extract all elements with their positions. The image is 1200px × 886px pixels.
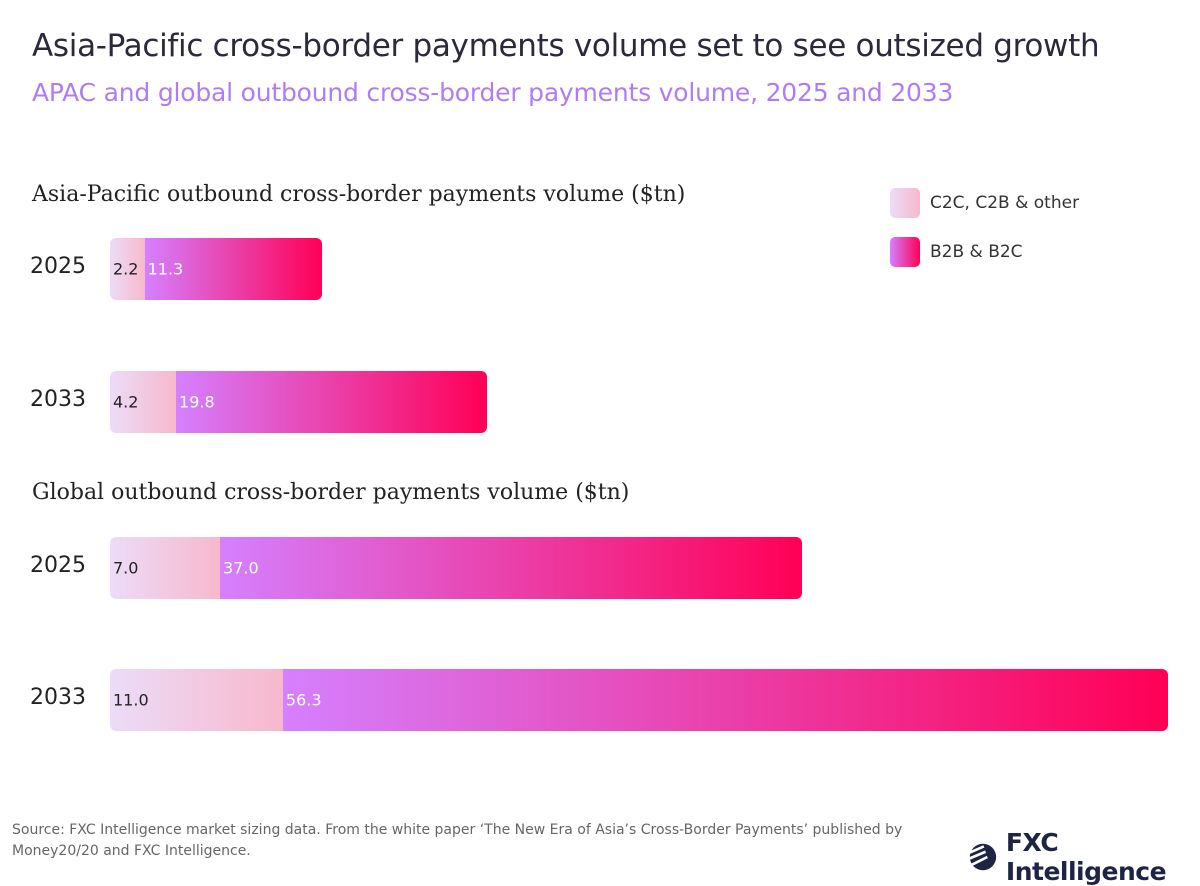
section-title: Asia-Pacific outbound cross-border payme… [32,182,686,207]
data-label: 4.2 [113,392,139,412]
data-label: 11.0 [113,690,149,710]
stacked-bar: 2.2 11.3 [110,238,323,300]
legend-swatch [890,237,920,267]
legend-label: C2C, C2B & other [930,193,1080,213]
stacked-bar: 4.2 19.8 [110,371,488,433]
bar-segment-b2b: 37.0 [220,537,802,599]
chart-title: Asia-Pacific cross-border payments volum… [32,28,1100,64]
data-label: 2.2 [113,259,139,279]
year-label: 2025 [30,553,86,578]
legend-swatch [890,188,920,218]
legend-item-b2b: B2B & B2C [890,237,1023,267]
data-label: 19.8 [179,392,215,412]
legend-item-c2c: C2C, C2B & other [890,188,1079,218]
stacked-bar: 11.0 56.3 [110,669,1168,731]
source-note: Source: FXC Intelligence market sizing d… [12,822,903,859]
bar-segment-b2b: 19.8 [176,371,488,433]
bar-segment-c2c: 4.2 [110,371,177,433]
chart-subtitle: APAC and global outbound cross-border pa… [32,78,954,107]
year-label: 2033 [30,387,86,412]
bar-segment-b2b: 56.3 [282,669,1168,731]
logo-text: FXC Intelligence [1005,828,1167,886]
stacked-bar: 7.0 37.0 [110,537,802,599]
bar-segment-c2c: 7.0 [110,537,221,599]
data-label: 11.3 [147,259,184,279]
legend-label: B2B & B2C [930,242,1023,262]
fxc-logo: FXC Intelligence [968,828,1200,886]
logo-icon [968,843,997,871]
bar-segment-c2c: 11.0 [110,669,283,731]
data-label: 37.0 [223,558,259,578]
year-label: 2025 [30,254,86,279]
year-label: 2033 [30,685,86,710]
data-label: 56.3 [285,690,322,710]
bar-segment-c2c: 2.2 [110,238,145,300]
bar-segment-b2b: 11.3 [144,238,323,300]
data-label: 7.0 [113,558,139,578]
section-title: Global outbound cross-border payments vo… [32,480,630,505]
